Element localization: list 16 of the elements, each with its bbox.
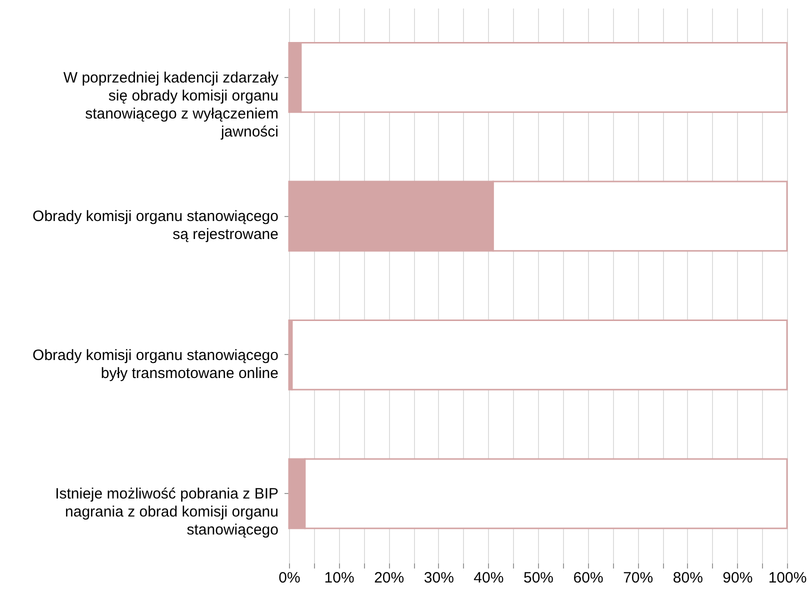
y-tick-label: Obrady komisji organu stanowiącego są rejestrowane — [32, 208, 278, 244]
x-tick-label: 0% — [278, 570, 300, 586]
y-tick-label: Istnieje możliwość pobrania z BIP nagrania z obrad komisji organu stanowiącego — [55, 486, 278, 539]
x-tick-label: 100% — [768, 570, 807, 586]
y-tick-label: W poprzedniej kadencji zdarzały się obrady komisji organu stanowiącego z wyłączeniem jawności — [63, 69, 279, 140]
x-tick-label: 60% — [573, 570, 604, 586]
x-tick-label: 80% — [672, 570, 703, 586]
y-tick-label: Obrady komisji organu stanowiącego były transmotowane online — [32, 346, 278, 382]
x-tick-label: 30% — [424, 570, 454, 586]
x-tick-label: 50% — [523, 570, 554, 586]
x-tick-label: 90% — [722, 570, 753, 586]
x-tick-label: 10% — [324, 570, 354, 586]
x-tick-label: 20% — [374, 570, 404, 586]
x-tick-label: 70% — [623, 570, 654, 586]
x-tick-label: 40% — [474, 570, 504, 586]
bar — [291, 319, 788, 390]
